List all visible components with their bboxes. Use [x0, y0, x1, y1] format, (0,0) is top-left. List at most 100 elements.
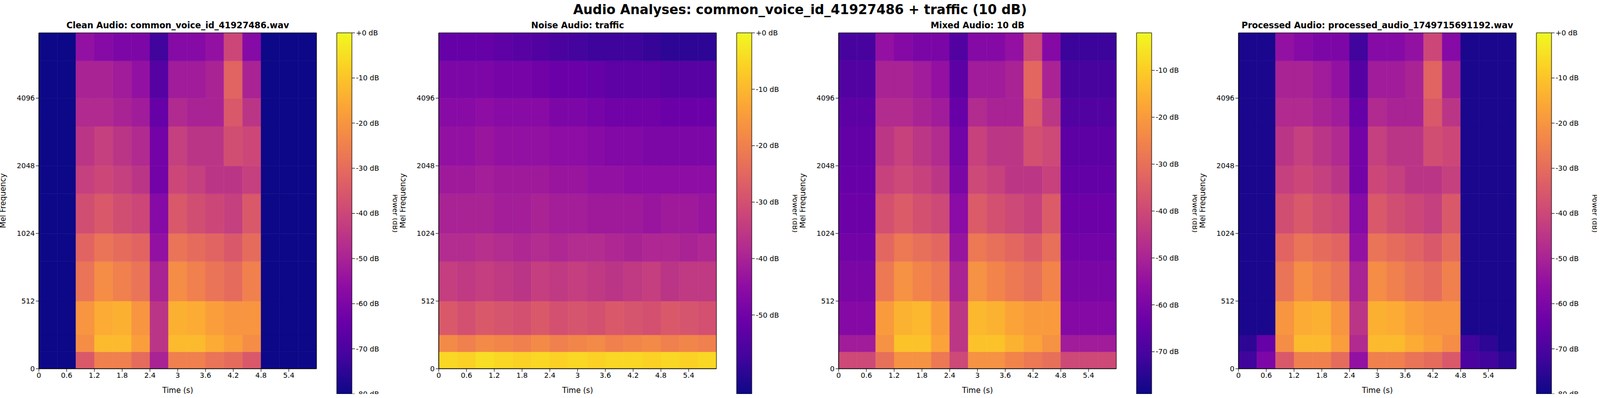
svg-text:1.2: 1.2 [88, 371, 100, 380]
svg-text:-10 dB: -10 dB [355, 73, 380, 82]
svg-text:512: 512 [21, 296, 35, 305]
svg-text:-10 dB: -10 dB [1155, 66, 1179, 75]
svg-text:0: 0 [436, 371, 442, 380]
svg-text:-70 dB: -70 dB [1555, 344, 1579, 353]
svg-text:-20 dB: -20 dB [1555, 119, 1579, 128]
svg-text:3.6: 3.6 [199, 371, 212, 380]
svg-text:4096: 4096 [416, 93, 435, 102]
svg-text:-80 dB: -80 dB [1555, 389, 1579, 394]
svg-text:512: 512 [820, 296, 835, 305]
svg-text:-10 dB: -10 dB [1555, 73, 1579, 82]
svg-text:0.6: 0.6 [1260, 371, 1272, 380]
svg-text:1024: 1024 [16, 229, 35, 238]
svg-text:1024: 1024 [416, 229, 435, 238]
svg-text:4.8: 4.8 [255, 371, 267, 380]
svg-text:4.2: 4.2 [627, 371, 639, 380]
svg-text:-20 dB: -20 dB [755, 141, 780, 150]
svg-text:-60 dB: -60 dB [1555, 299, 1579, 308]
svg-text:-10 dB: -10 dB [755, 85, 780, 94]
svg-text:1.8: 1.8 [116, 371, 128, 380]
svg-text:4096: 4096 [1216, 93, 1235, 102]
svg-text:Power (dB): Power (dB) [1590, 193, 1596, 233]
svg-text:-70 dB: -70 dB [355, 344, 380, 353]
svg-text:-40 dB: -40 dB [355, 209, 380, 218]
svg-text:0: 0 [836, 371, 842, 380]
svg-text:0: 0 [430, 364, 435, 373]
svg-text:4.8: 4.8 [1455, 371, 1467, 380]
svg-text:2.4: 2.4 [944, 371, 956, 380]
svg-text:Mel Frequency: Mel Frequency [799, 173, 808, 229]
svg-text:-60 dB: -60 dB [1155, 300, 1179, 309]
svg-text:3.6: 3.6 [999, 371, 1011, 380]
svg-text:-50 dB: -50 dB [1155, 253, 1179, 263]
svg-text:-40 dB: -40 dB [1155, 207, 1179, 216]
svg-text:5.4: 5.4 [1082, 371, 1095, 380]
svg-text:1.8: 1.8 [916, 371, 928, 380]
svg-text:-60 dB: -60 dB [355, 299, 380, 308]
svg-text:-80 dB: -80 dB [355, 389, 380, 394]
svg-text:5.4: 5.4 [1482, 371, 1494, 380]
svg-text:4.8: 4.8 [1055, 371, 1067, 380]
svg-text:0.6: 0.6 [860, 371, 872, 380]
svg-text:1.2: 1.2 [488, 371, 500, 380]
svg-text:1.2: 1.2 [1288, 371, 1300, 380]
svg-text:2048: 2048 [1216, 161, 1235, 170]
svg-text:4.2: 4.2 [227, 371, 239, 380]
svg-text:-50 dB: -50 dB [755, 311, 780, 320]
svg-text:0: 0 [1229, 364, 1235, 373]
svg-text:+0 dB: +0 dB [355, 28, 379, 37]
svg-text:-50 dB: -50 dB [1555, 254, 1579, 263]
svg-text:2.4: 2.4 [144, 371, 156, 380]
svg-text:+0 dB: +0 dB [1555, 28, 1578, 37]
svg-text:1.2: 1.2 [888, 371, 900, 380]
svg-text:5.4: 5.4 [283, 371, 295, 380]
svg-text:2048: 2048 [816, 161, 835, 170]
svg-text:Mel Frequency: Mel Frequency [4, 173, 8, 229]
svg-text:+0 dB: +0 dB [755, 28, 779, 37]
svg-text:3: 3 [175, 371, 181, 380]
svg-text:3.6: 3.6 [599, 371, 611, 380]
svg-text:Time (s): Time (s) [1361, 385, 1393, 394]
svg-text:Time (s): Time (s) [561, 385, 594, 394]
svg-text:2048: 2048 [416, 161, 435, 170]
svg-text:4.2: 4.2 [1427, 371, 1439, 380]
svg-text:-20 dB: -20 dB [355, 119, 380, 128]
svg-text:Power (dB): Power (dB) [1191, 193, 1198, 233]
svg-text:3: 3 [1375, 371, 1380, 380]
svg-text:0: 0 [36, 371, 42, 380]
svg-text:2.4: 2.4 [1344, 371, 1356, 380]
svg-text:0: 0 [1236, 371, 1242, 380]
svg-text:-30 dB: -30 dB [355, 164, 380, 173]
svg-text:-40 dB: -40 dB [1555, 209, 1579, 218]
svg-text:Mel Frequency: Mel Frequency [1199, 173, 1208, 229]
svg-text:3: 3 [975, 371, 980, 380]
svg-text:4.2: 4.2 [1027, 371, 1039, 380]
svg-text:-20 dB: -20 dB [1155, 113, 1179, 122]
svg-text:Time (s): Time (s) [961, 385, 994, 394]
svg-text:Power (dB): Power (dB) [391, 193, 398, 233]
svg-text:-70 dB: -70 dB [1155, 347, 1179, 356]
svg-text:4096: 4096 [816, 93, 835, 102]
svg-text:-30 dB: -30 dB [1155, 160, 1179, 169]
svg-text:1.8: 1.8 [1316, 371, 1328, 380]
svg-text:1024: 1024 [1216, 229, 1235, 238]
svg-text:2048: 2048 [16, 161, 35, 170]
svg-text:-30 dB: -30 dB [1555, 164, 1579, 173]
svg-text:-40 dB: -40 dB [755, 254, 780, 263]
svg-text:0.6: 0.6 [61, 371, 73, 380]
svg-text:512: 512 [1220, 296, 1235, 305]
svg-text:-50 dB: -50 dB [355, 254, 380, 263]
svg-text:-30 dB: -30 dB [755, 197, 780, 206]
svg-text:Time (s): Time (s) [162, 385, 194, 394]
svg-text:Power (dB): Power (dB) [791, 193, 798, 233]
svg-text:Mel Frequency: Mel Frequency [399, 173, 408, 229]
svg-text:0: 0 [30, 364, 35, 373]
svg-text:4096: 4096 [16, 93, 35, 102]
svg-text:0.6: 0.6 [460, 371, 473, 380]
svg-text:5.4: 5.4 [683, 371, 695, 380]
svg-text:3: 3 [575, 371, 581, 380]
svg-text:1.8: 1.8 [516, 371, 528, 380]
svg-text:0: 0 [830, 364, 835, 373]
svg-text:3.6: 3.6 [1399, 371, 1411, 380]
svg-text:2.4: 2.4 [544, 371, 556, 380]
